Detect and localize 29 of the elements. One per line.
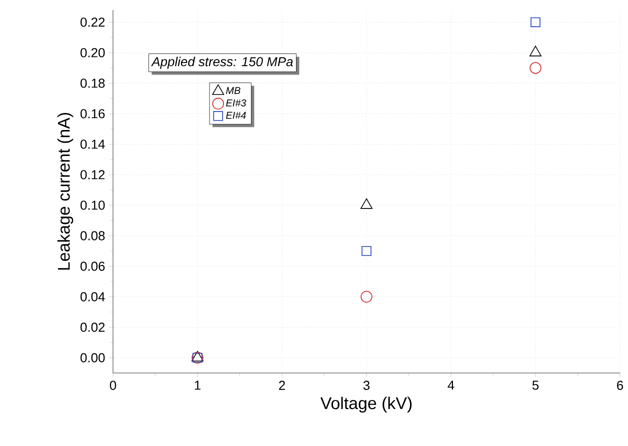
x-axis-title: Voltage (kV) — [320, 396, 412, 413]
x-tick-label: 1 — [194, 380, 200, 390]
x-tick-label: 3 — [363, 380, 370, 390]
x-tick-label: 6 — [617, 380, 624, 390]
y-tick-label: 0.08 — [80, 231, 105, 240]
annotation: Applied stress: 150 MPa — [151, 56, 293, 69]
y-axis-title: Leakage current (nA) — [57, 113, 74, 270]
y-tick-label: 0.18 — [80, 78, 105, 88]
x-tick-label: 0 — [110, 380, 116, 390]
point — [360, 290, 372, 303]
x-tick-label: 5 — [532, 380, 539, 390]
point — [530, 62, 542, 74]
point — [530, 17, 540, 28]
x-tick-label: 2 — [279, 380, 285, 390]
y-tick-label: 0.02 — [80, 322, 105, 332]
y-tick-label: 0.06 — [80, 262, 105, 271]
x-tick-label: 4 — [448, 380, 454, 390]
point — [362, 246, 372, 256]
legend-label: MB — [226, 87, 240, 94]
y-tick-label: 0.20 — [80, 48, 105, 58]
legend-label: EI#4 — [226, 112, 246, 119]
y-tick-label: 0.00 — [80, 353, 105, 362]
y-tick-label: 0.10 — [80, 200, 105, 210]
y-tick-label: 0.16 — [80, 109, 105, 118]
legend-label: EI#3 — [226, 99, 246, 106]
y-tick-label: 0.14 — [80, 140, 105, 149]
y-tick-label: 0.12 — [80, 170, 105, 180]
y-tick-label: 0.04 — [80, 292, 105, 302]
y-tick-label: 0.22 — [80, 18, 105, 27]
